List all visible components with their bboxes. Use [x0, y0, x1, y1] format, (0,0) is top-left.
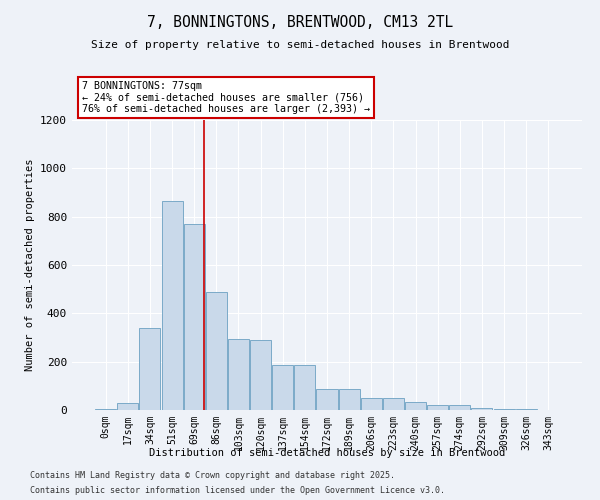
Bar [472, 408, 493, 410]
Text: Distribution of semi-detached houses by size in Brentwood: Distribution of semi-detached houses by … [149, 448, 505, 458]
Bar [405, 402, 426, 410]
Bar [118, 403, 139, 410]
Y-axis label: Number of semi-detached properties: Number of semi-detached properties [25, 159, 35, 371]
Bar [295, 366, 316, 410]
Bar [515, 409, 536, 410]
Bar [316, 390, 338, 410]
Bar [272, 366, 293, 410]
Bar [427, 405, 448, 410]
Text: Contains HM Land Registry data © Crown copyright and database right 2025.: Contains HM Land Registry data © Crown c… [30, 471, 395, 480]
Bar [139, 328, 160, 410]
Bar [206, 292, 227, 410]
Bar [361, 398, 382, 410]
Bar [494, 409, 515, 410]
Bar [184, 224, 205, 410]
Bar [338, 390, 359, 410]
Bar [383, 398, 404, 410]
Bar [228, 338, 249, 410]
Text: Size of property relative to semi-detached houses in Brentwood: Size of property relative to semi-detach… [91, 40, 509, 50]
Text: 7 BONNINGTONS: 77sqm
← 24% of semi-detached houses are smaller (756)
76% of semi: 7 BONNINGTONS: 77sqm ← 24% of semi-detac… [82, 81, 370, 114]
Bar [95, 409, 116, 410]
Text: Contains public sector information licensed under the Open Government Licence v3: Contains public sector information licen… [30, 486, 445, 495]
Bar [250, 340, 271, 410]
Bar [449, 405, 470, 410]
Text: 7, BONNINGTONS, BRENTWOOD, CM13 2TL: 7, BONNINGTONS, BRENTWOOD, CM13 2TL [147, 15, 453, 30]
Bar [161, 201, 182, 410]
